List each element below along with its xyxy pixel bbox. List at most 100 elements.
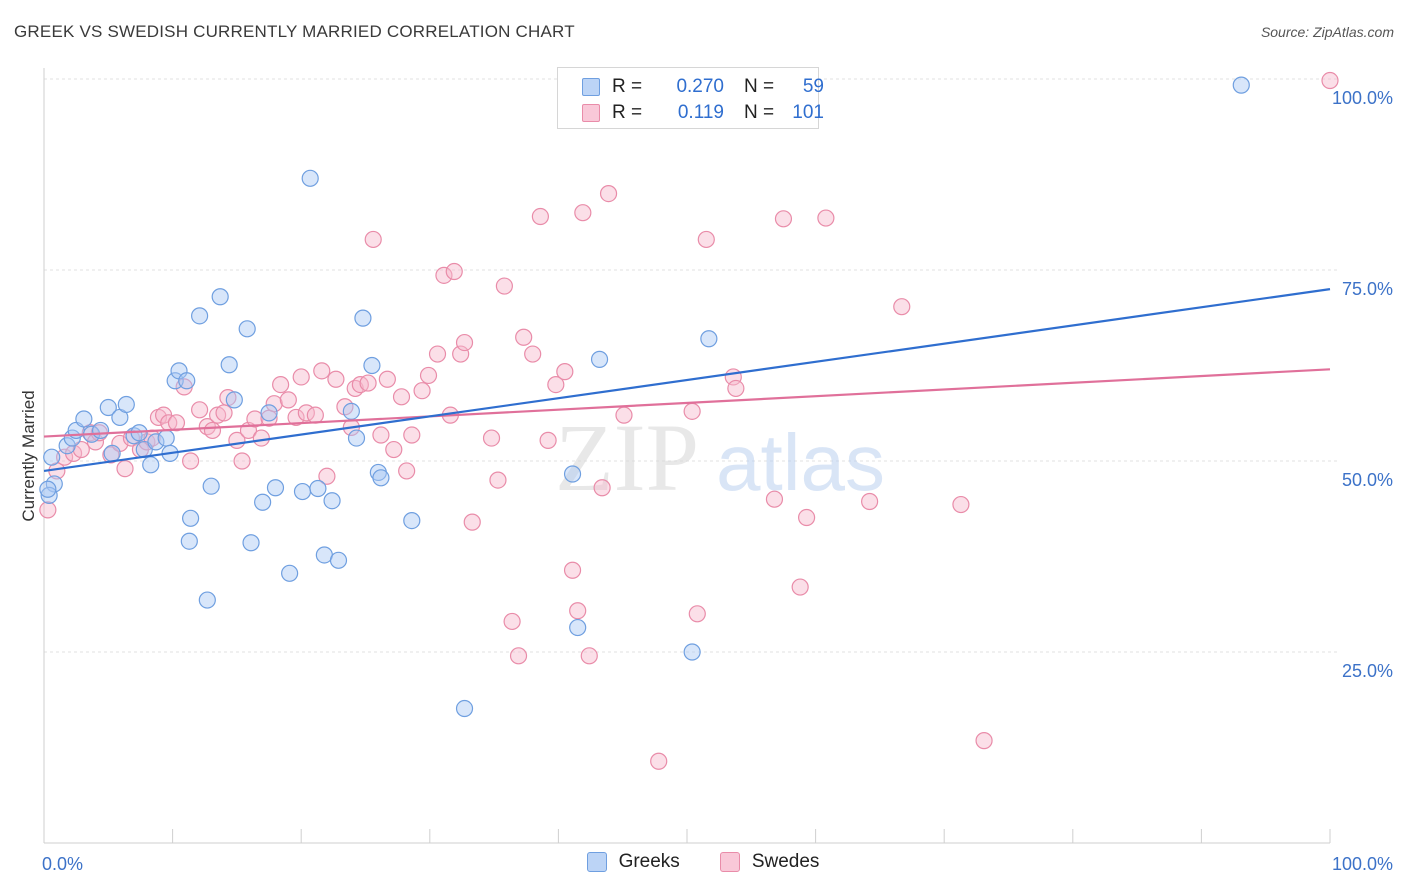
greeks-point[interactable] [455, 699, 474, 718]
swedes-point[interactable] [683, 402, 701, 420]
swedes-point[interactable] [327, 370, 345, 388]
swedes-point[interactable] [593, 479, 611, 497]
swedes-point[interactable] [233, 452, 251, 470]
swedes-point[interactable] [524, 345, 542, 363]
swedes-point[interactable] [797, 508, 816, 527]
greeks-point[interactable] [40, 486, 58, 504]
greeks-point[interactable] [211, 288, 229, 306]
swedes-point[interactable] [791, 578, 809, 596]
swedes-point[interactable] [372, 426, 390, 444]
greeks-point[interactable] [220, 356, 238, 374]
swedes-point[interactable] [364, 230, 382, 249]
greeks-point[interactable] [180, 532, 198, 550]
swedes-point[interactable] [445, 262, 463, 281]
swedes-point[interactable] [272, 376, 290, 394]
greeks-point[interactable] [354, 309, 372, 327]
swedes-point[interactable] [563, 561, 582, 579]
swedes-point[interactable] [313, 362, 331, 380]
legend-item-greeks[interactable]: Greeks [586, 851, 680, 873]
greeks-point[interactable] [91, 421, 110, 440]
swedes-point[interactable] [599, 185, 618, 203]
greeks-point[interactable] [260, 404, 278, 422]
greeks-point[interactable] [700, 330, 718, 348]
greeks-point[interactable] [117, 395, 135, 414]
swedes-point[interactable] [287, 408, 305, 427]
greeks-point[interactable] [142, 456, 160, 474]
swedes-point[interactable] [378, 370, 396, 388]
swedes-point[interactable] [482, 429, 501, 447]
swedes-point[interactable] [515, 328, 533, 346]
swedes-point[interactable] [615, 406, 633, 424]
greeks-point[interactable] [182, 509, 200, 527]
swedes-point[interactable] [574, 204, 592, 222]
greeks-point[interactable] [342, 402, 360, 420]
greeks-point[interactable] [178, 372, 196, 390]
swedes-point[interactable] [182, 452, 200, 470]
greeks-point[interactable] [569, 618, 587, 637]
swedes-point[interactable] [398, 462, 416, 480]
swedes-point[interactable] [531, 207, 549, 226]
greeks-point[interactable] [225, 391, 243, 409]
greeks-point[interactable] [99, 398, 117, 417]
swedes-point[interactable] [539, 431, 557, 449]
swedes-point[interactable] [547, 376, 565, 394]
greeks-point[interactable] [43, 448, 61, 466]
swedes-point[interactable] [975, 732, 993, 750]
greeks-point[interactable] [238, 320, 256, 338]
swedes-point[interactable] [252, 429, 270, 447]
swedes-point[interactable] [556, 363, 574, 381]
swedes-point[interactable] [688, 605, 706, 623]
swedes-point[interactable] [727, 379, 745, 398]
swedes-point[interactable] [569, 602, 587, 620]
legend-item-swedes[interactable]: Swedes [719, 851, 819, 873]
greeks-point[interactable] [403, 511, 421, 530]
greeks-point[interactable] [301, 169, 319, 187]
greeks-point[interactable] [202, 477, 220, 495]
swedes-point[interactable] [292, 368, 310, 386]
swedes-point[interactable] [385, 440, 403, 459]
greeks-point[interactable] [157, 429, 175, 447]
greeks-point[interactable] [590, 350, 609, 368]
greeks-point[interactable] [191, 307, 209, 325]
greeks-point[interactable] [323, 492, 341, 510]
greeks-point[interactable] [293, 482, 312, 501]
swedes-point[interactable] [893, 298, 911, 316]
greeks-point[interactable] [254, 493, 272, 511]
swedes-point[interactable] [774, 210, 793, 228]
greeks-point[interactable] [309, 479, 327, 498]
swedes-point[interactable] [203, 421, 222, 440]
swedes-point[interactable] [495, 277, 513, 295]
greeks-point[interactable] [281, 564, 299, 582]
swedes-point[interactable] [167, 414, 186, 432]
greeks-point[interactable] [39, 480, 57, 498]
swedes-point[interactable] [697, 230, 715, 249]
swedes-point[interactable] [72, 440, 90, 459]
greeks-point[interactable] [198, 591, 216, 609]
swedes-point[interactable] [215, 404, 233, 422]
swedes-point[interactable] [861, 492, 879, 511]
swedes-point[interactable] [952, 495, 970, 514]
greeks-point[interactable] [242, 534, 260, 552]
swedes-point[interactable] [279, 391, 297, 409]
swedes-point[interactable] [580, 647, 598, 665]
swedes-point[interactable] [817, 209, 835, 227]
swedes-point[interactable] [428, 345, 447, 363]
swedes-point[interactable] [650, 752, 668, 770]
swedes-point[interactable] [463, 513, 481, 531]
greeks-point[interactable] [363, 356, 381, 375]
greeks-point[interactable] [563, 465, 582, 483]
swedes-point[interactable] [392, 388, 411, 406]
swedes-point[interactable] [39, 501, 57, 519]
greeks-point[interactable] [75, 410, 93, 428]
swedes-point[interactable] [191, 401, 209, 419]
swedes-point[interactable] [509, 647, 528, 665]
greeks-point[interactable] [683, 643, 701, 661]
swedes-point[interactable] [413, 382, 431, 400]
swedes-point[interactable] [419, 366, 438, 385]
swedes-point[interactable] [455, 333, 474, 352]
greeks-point[interactable] [372, 469, 390, 487]
swedes-point[interactable] [306, 406, 324, 424]
swedes-point[interactable] [265, 395, 283, 413]
swedes-point[interactable] [116, 460, 134, 478]
swedes-point[interactable] [435, 266, 453, 284]
